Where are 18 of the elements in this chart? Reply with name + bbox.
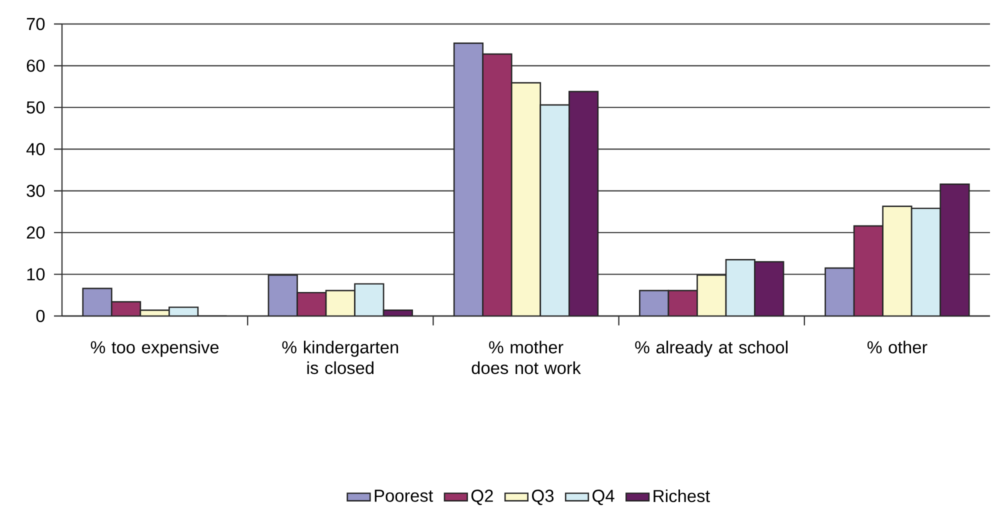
legend-label: Q2	[471, 490, 493, 506]
y-tick-label: 60	[26, 60, 45, 72]
y-tick-label: 0	[36, 310, 45, 322]
x-tick-label: % mother does not work	[472, 340, 581, 374]
y-tick-label: 30	[26, 184, 45, 197]
legend-label: Richest	[654, 489, 710, 502]
x-tick-label: % too expensive	[90, 340, 219, 357]
x-tick-label: % other	[867, 340, 928, 354]
y-tick-label: 20	[26, 226, 45, 239]
legend-label: Poorest	[374, 490, 434, 502]
legend-label: Q3	[532, 490, 554, 506]
x-tick-label: % already at school	[635, 340, 788, 357]
y-tick-label: 70	[26, 18, 45, 30]
y-tick-label: 50	[26, 101, 45, 114]
y-tick-label: 40	[26, 143, 45, 156]
legend-label: Q4	[592, 490, 614, 506]
y-tick-label: 10	[27, 268, 45, 280]
x-tick-label: % kindergarten is closed	[282, 340, 398, 374]
